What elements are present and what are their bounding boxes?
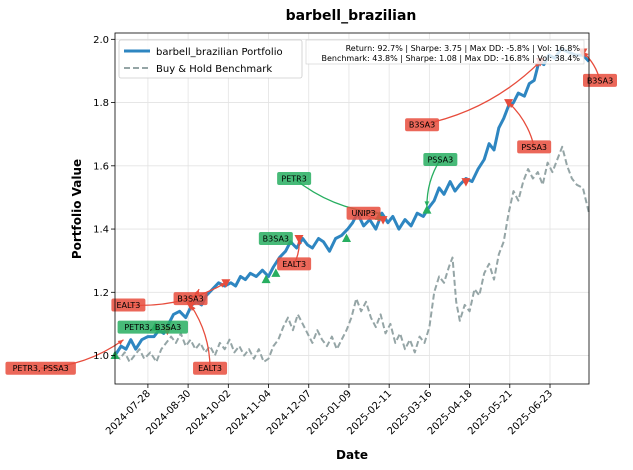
annotation-text: PSSA3: [427, 155, 453, 164]
annotation-labels: PETR3, PSSA3 PETR3, B3SA3 EALT3 B3SA3 EALT3 B…: [5, 73, 617, 375]
y-axis-title: Portfolio Value: [70, 159, 84, 259]
annotation-arrowhead: [117, 339, 124, 345]
sell-marker: [504, 99, 514, 108]
annotation-box: [5, 361, 76, 375]
y-tick-label: 2.0: [93, 35, 109, 46]
annotation-text: B3SA3: [409, 121, 435, 130]
annotation-box: [277, 257, 312, 271]
stats-box: Return: 92.7% | Sharpe: 3.75 | Max DD: -…: [305, 39, 585, 65]
annotation-box: [111, 298, 146, 312]
y-tick-label: 1.0: [93, 351, 109, 362]
annotation-label: EALT3: [111, 298, 146, 312]
plot-frame: [114, 32, 590, 385]
legend: barbell_brazilian Portfolio Buy & Hold B…: [118, 39, 303, 79]
annotation-label: PSSA3: [517, 140, 552, 154]
y-axis: 1.0 1.2 1.4 1.6 1.8 2.0: [93, 35, 115, 362]
annotation-label: B3SA3: [405, 118, 440, 132]
buy-marker: [342, 233, 352, 243]
annotation-text: PETR3, B3SA3: [124, 323, 181, 332]
chart-title: barbell_brazilian: [286, 8, 417, 24]
annotation-text: UNIP3: [352, 209, 376, 218]
portfolio-series: [113, 47, 591, 357]
buy-marker: [261, 274, 271, 284]
annotation-label: EALT3: [277, 257, 312, 271]
buy-marker: [422, 205, 432, 214]
y-tick-label: 1.4: [93, 225, 109, 236]
annotation-box: [117, 320, 188, 334]
annotation-box: [193, 361, 228, 375]
annotation-text: EALT3: [282, 260, 306, 269]
annotation-box: [583, 73, 617, 87]
sell-marker: [461, 178, 471, 187]
buy-marker: [271, 268, 281, 277]
annotation-label: B3SA3: [173, 292, 208, 306]
annotation-text: B3SA3: [177, 295, 203, 304]
annotation-label: EALT3: [193, 361, 228, 375]
legend-box: [118, 39, 303, 79]
stats-benchmark: Benchmark: 43.8% | Sharpe: 1.08 | Max DD…: [321, 54, 580, 63]
sell-marker: [294, 235, 304, 244]
annotation-label: PETR3, B3SA3: [117, 320, 188, 334]
stats-portfolio: Return: 92.7% | Sharpe: 3.75 | Max DD: -…: [346, 44, 581, 53]
legend-benchmark-label: Buy & Hold Benchmark: [156, 64, 272, 75]
sell-marker: [221, 279, 231, 288]
y-tick-label: 1.6: [93, 161, 109, 172]
annotation-arrow: [421, 60, 541, 126]
annotation-box: [258, 232, 293, 246]
annotation-box: [277, 171, 312, 185]
annotation-label: PETR3: [277, 171, 312, 185]
annotation-arrowhead: [424, 201, 430, 207]
series-line: [113, 47, 591, 357]
annotation-text: EALT3: [198, 364, 222, 373]
y-tick-label: 1.8: [93, 98, 109, 109]
annotation-box: [423, 152, 458, 166]
x-axis: 2024-07-282024-08-302024-10-022024-11-04…: [104, 384, 555, 437]
annotation-arrow: [190, 304, 211, 369]
annotation-label: B3SA3: [258, 232, 293, 246]
x-axis-title: Date: [336, 448, 368, 462]
annotation-box: [517, 140, 552, 154]
series-line: [114, 145, 590, 363]
annotation-label: B3SA3: [583, 73, 617, 87]
annotation-label: PETR3, PSSA3: [5, 361, 76, 375]
annotation-text: PSSA3: [521, 143, 547, 152]
annotation-text: B3SA3: [263, 235, 289, 244]
annotation-text: PETR3, PSSA3: [13, 364, 69, 373]
annotation-box: [405, 118, 440, 132]
stats-box-frame: [305, 39, 585, 65]
annotation-box: [346, 206, 381, 220]
annotation-text: PETR3: [281, 174, 306, 183]
annotation-text: EALT3: [116, 301, 140, 310]
annotation-label: PSSA3: [423, 152, 458, 166]
annotation-arrow: [508, 102, 535, 147]
annotation-label: UNIP3: [346, 206, 381, 220]
benchmark-series: [114, 145, 590, 363]
y-tick-label: 1.2: [93, 288, 109, 299]
legend-portfolio-label: barbell_brazilian Portfolio: [156, 47, 283, 58]
annotation-box: [173, 292, 208, 306]
sell-marker: [378, 216, 388, 225]
annotation-text: B3SA3: [587, 76, 613, 85]
